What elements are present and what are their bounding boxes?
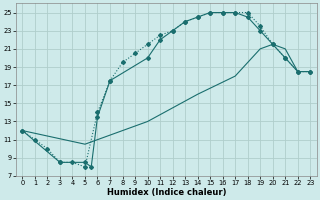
X-axis label: Humidex (Indice chaleur): Humidex (Indice chaleur) — [107, 188, 226, 197]
